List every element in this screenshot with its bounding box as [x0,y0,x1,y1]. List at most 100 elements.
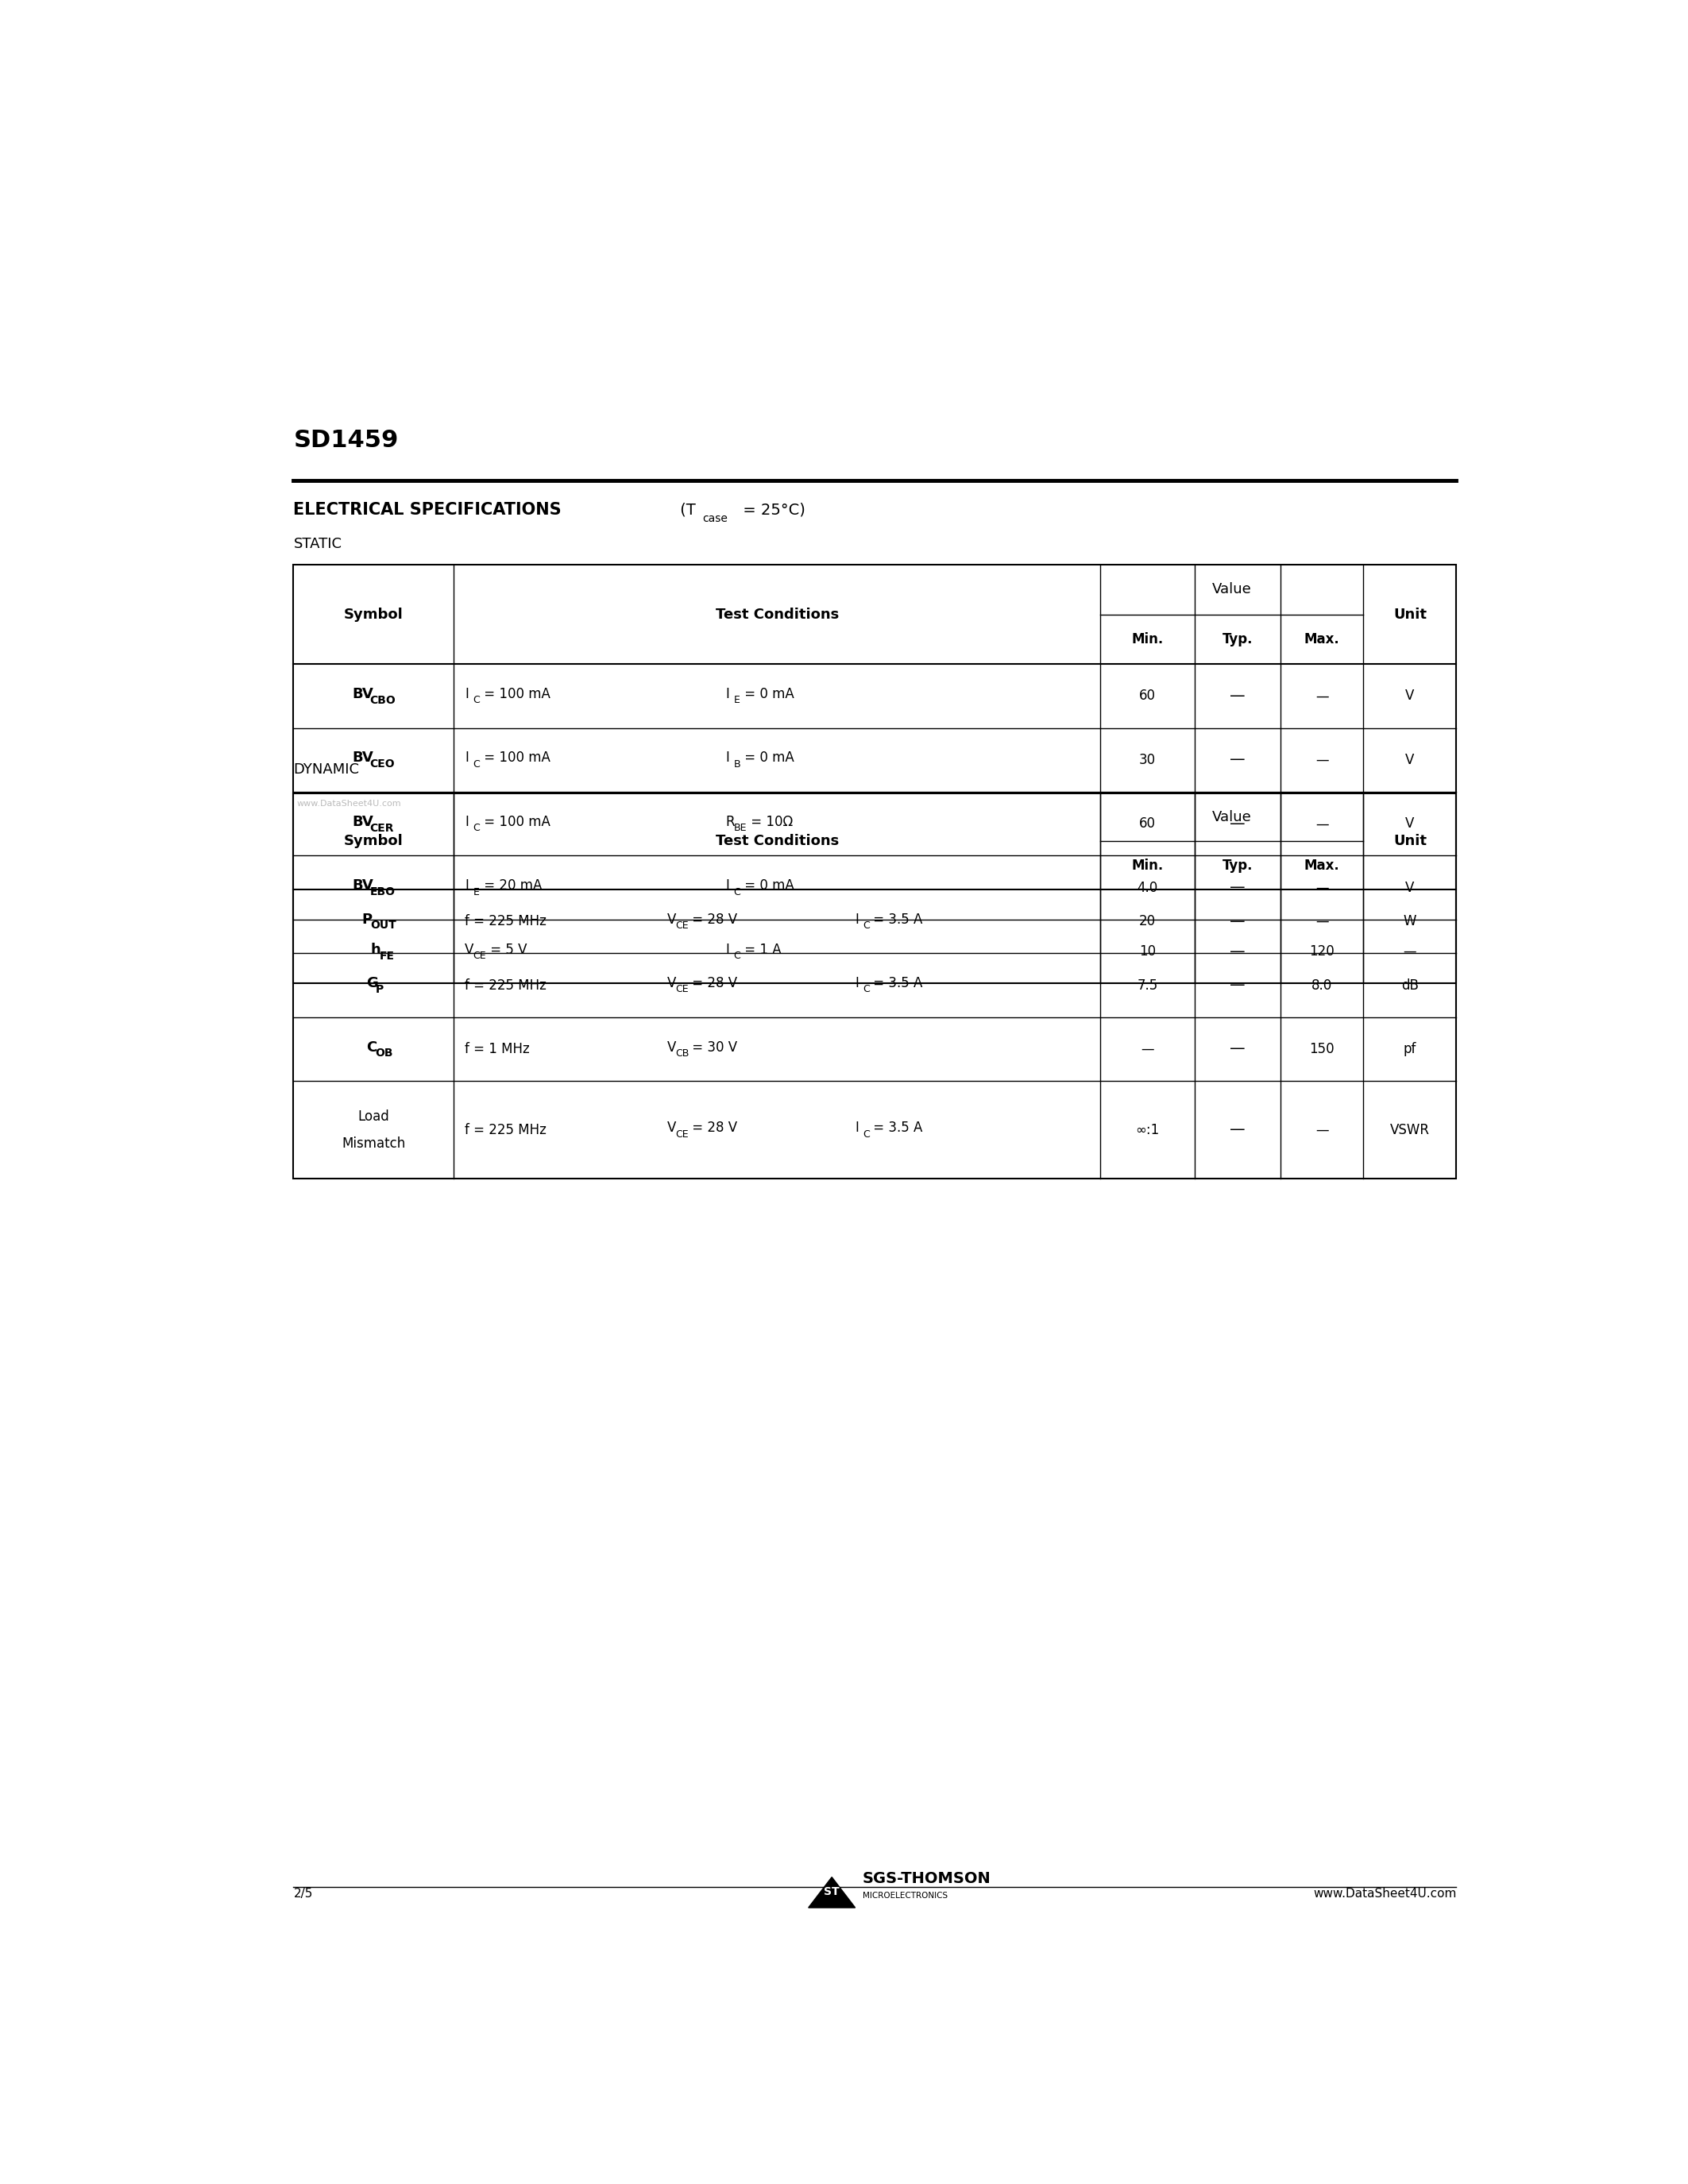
Text: ∞:1: ∞:1 [1136,1123,1160,1138]
Text: I: I [464,815,469,830]
Text: V: V [667,913,677,926]
Text: Typ.: Typ. [1222,858,1252,874]
Text: Value: Value [1212,810,1252,826]
Text: = 0 mA: = 0 mA [739,751,793,764]
Text: 7.5: 7.5 [1138,978,1158,992]
Polygon shape [809,1876,856,1907]
Text: case: case [702,513,728,524]
Text: ELECTRICAL SPECIFICATIONS: ELECTRICAL SPECIFICATIONS [294,502,562,518]
Text: 60: 60 [1139,817,1156,830]
Text: C: C [734,887,741,898]
Text: C: C [473,695,479,705]
Text: DYNAMIC: DYNAMIC [294,762,360,778]
Text: www.DataSheet4U.com: www.DataSheet4U.com [1313,1889,1457,1900]
Text: I: I [726,688,729,701]
Text: V: V [667,976,677,992]
Text: = 0 mA: = 0 mA [739,688,793,701]
Text: V: V [1406,880,1415,895]
Text: = 10Ω: = 10Ω [746,815,793,830]
Text: CE: CE [675,1129,689,1140]
Text: = 25°C): = 25°C) [738,502,805,518]
Text: dB: dB [1401,978,1418,992]
Text: C: C [366,1040,376,1055]
Text: I: I [726,943,729,957]
Text: I: I [726,751,729,764]
Text: —: — [1141,1042,1155,1057]
Text: BV: BV [353,815,373,830]
Text: —: — [1231,978,1246,994]
Text: = 100 mA: = 100 mA [479,815,550,830]
Text: C: C [473,760,479,769]
Text: C: C [863,1129,869,1140]
Text: C: C [734,950,741,961]
Text: SD1459: SD1459 [294,428,398,452]
Text: B: B [734,760,741,769]
Bar [294,793,1457,1179]
Text: —: — [1315,753,1328,767]
Text: —: — [1231,688,1246,703]
Text: Max.: Max. [1305,858,1340,874]
Text: —: — [1231,751,1246,767]
Text: P: P [361,913,371,926]
Text: CE: CE [675,985,689,994]
Text: = 3.5 A: = 3.5 A [869,976,923,992]
Text: = 3.5 A: = 3.5 A [869,913,923,926]
Text: 8.0: 8.0 [1312,978,1332,992]
Text: CEO: CEO [370,758,395,769]
Text: V: V [1406,817,1415,830]
Text: I: I [464,878,469,893]
Text: —: — [1231,880,1246,895]
Text: C: C [473,823,479,834]
Text: —: — [1231,1123,1246,1138]
Text: EBO: EBO [370,887,395,898]
Text: —: — [1231,817,1246,832]
Text: 120: 120 [1310,943,1335,959]
Text: Load: Load [358,1109,390,1123]
Text: = 28 V: = 28 V [689,976,738,992]
Text: www.DataSheet4U.com: www.DataSheet4U.com [297,799,402,808]
Text: V: V [1406,753,1415,767]
Text: pf: pf [1403,1042,1416,1057]
Text: V: V [1406,688,1415,703]
Text: Value: Value [1212,583,1252,596]
Text: OB: OB [375,1048,393,1059]
Text: I: I [854,1120,859,1136]
Text: I: I [464,751,469,764]
Text: —: — [1231,913,1246,928]
Text: = 100 mA: = 100 mA [479,688,550,701]
Text: I: I [854,913,859,926]
Text: V: V [667,1120,677,1136]
Text: V: V [667,1040,677,1055]
Text: OUT: OUT [370,919,397,930]
Text: (T: (T [675,502,695,518]
Text: Symbol: Symbol [344,834,403,850]
Text: MICROELECTRONICS: MICROELECTRONICS [863,1891,947,1900]
Text: h: h [371,943,381,957]
Text: BV: BV [353,688,373,701]
Text: FE: FE [380,950,395,961]
Text: BE: BE [734,823,746,834]
Text: CBO: CBO [370,695,397,705]
Text: —: — [1315,1123,1328,1138]
Text: SGS-THOMSON: SGS-THOMSON [863,1872,991,1887]
Text: V: V [464,943,474,957]
Text: —: — [1315,817,1328,830]
Text: CE: CE [675,919,689,930]
Text: Symbol: Symbol [344,607,403,622]
Text: Mismatch: Mismatch [341,1136,405,1151]
Text: CE: CE [473,950,486,961]
Text: —: — [1231,1042,1246,1057]
Text: f = 1 MHz: f = 1 MHz [464,1042,530,1057]
Text: Test Conditions: Test Conditions [716,834,839,850]
Text: —: — [1315,880,1328,895]
Text: I: I [854,976,859,992]
Text: VSWR: VSWR [1389,1123,1430,1138]
Text: ST: ST [824,1887,839,1898]
Text: = 30 V: = 30 V [689,1040,738,1055]
Text: = 28 V: = 28 V [689,913,738,926]
Text: CB: CB [675,1048,689,1059]
Text: f = 225 MHz: f = 225 MHz [464,1123,547,1138]
Text: BV: BV [353,751,373,764]
Text: —: — [1403,943,1416,959]
Text: E: E [473,887,479,898]
